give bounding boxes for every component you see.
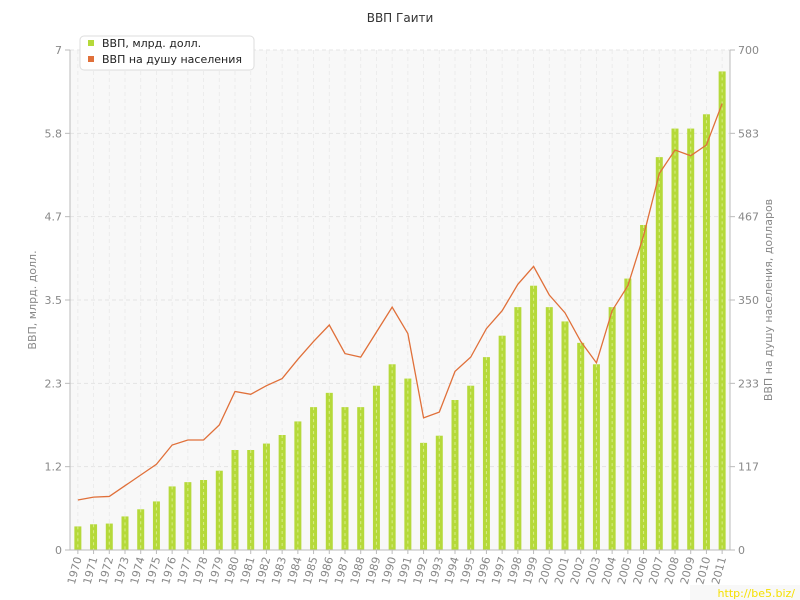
bar[interactable] [294,421,302,550]
right-tick-label: 0 [738,544,745,557]
bar[interactable] [200,480,208,550]
bar[interactable] [341,407,349,550]
right-tick-label: 467 [738,211,759,224]
bar[interactable] [262,443,270,550]
bar[interactable] [372,385,380,550]
bar[interactable] [278,435,286,550]
bar[interactable] [498,335,506,550]
bar[interactable] [74,526,82,550]
left-tick-label: 3.5 [45,294,63,307]
legend-label-gdp: ВВП, млрд. долл. [102,37,201,50]
bar[interactable] [121,516,129,550]
right-tick-label: 117 [738,461,759,474]
bar[interactable] [435,435,443,550]
right-tick-label: 700 [738,44,759,57]
legend-swatch-gdp-per-capita [88,56,94,62]
x-axis-ticks: 1970197119721973197419751976197719781979… [65,550,729,586]
bar[interactable] [624,278,632,550]
left-tick-label: 5.8 [45,127,63,140]
legend-swatch-gdp [88,40,94,46]
legend-label-gdp-per-capita: ВВП на душу населения [102,53,242,66]
bar[interactable] [467,385,475,550]
chart-title: ВВП Гаити [367,11,434,25]
bars [74,71,726,551]
watermark-bg [690,585,800,600]
right-axis-ticks: 0 117 233 350 467 583 700 [730,44,759,557]
left-tick-label: 1.2 [45,461,63,474]
bar[interactable] [310,407,318,550]
left-tick-label: 0 [55,544,62,557]
right-tick-label: 233 [738,377,759,390]
legend[interactable]: ВВП, млрд. долл. ВВП на душу населения [79,35,255,71]
right-tick-label: 350 [738,294,759,307]
bar[interactable] [718,71,726,550]
line-series [77,103,723,501]
bar[interactable] [420,442,428,550]
left-axis-title: ВВП, млрд. долл. [26,250,39,349]
legend-box [79,35,255,71]
bar[interactable] [357,407,365,550]
left-tick-label: 2.3 [45,377,63,390]
bar[interactable] [655,157,663,550]
right-axis-title: ВВП на душу населения, долларов [762,199,775,401]
left-axis-ticks: 0 1.2 2.3 3.5 4.7 5.8 7 [45,44,70,557]
watermark: http://be5.biz/ [718,587,796,600]
gdp-per-capita-line[interactable] [77,103,723,501]
right-tick-label: 583 [738,127,759,140]
bar[interactable] [215,470,223,550]
left-tick-label: 7 [55,44,62,57]
left-tick-label: 4.7 [45,211,63,224]
bar[interactable] [184,482,192,550]
